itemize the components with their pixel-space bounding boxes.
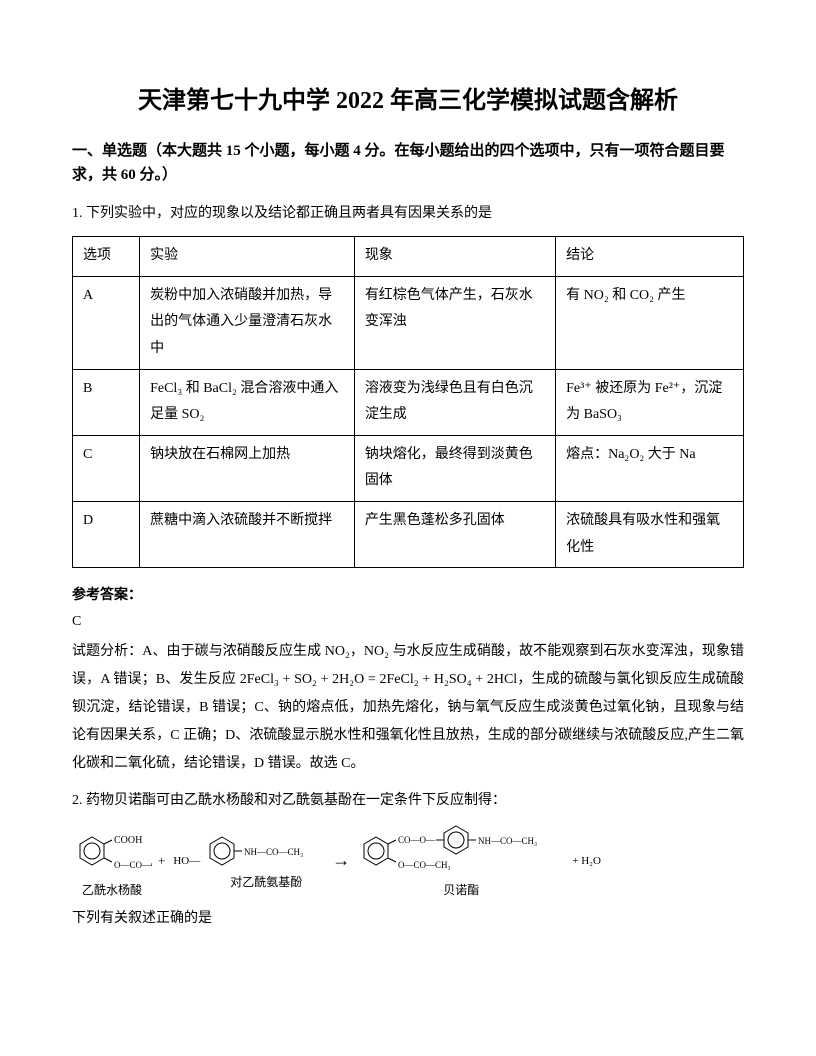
benzene-icon: COOH O—CO—CH₃ <box>72 823 152 879</box>
cell-opt: A <box>73 276 140 369</box>
svg-text:NH—CO—CH₃: NH—CO—CH₃ <box>478 836 537 846</box>
plus-operator: + <box>156 853 167 869</box>
q1-stem: 1. 下列实验中，对应的现象以及结论都正确且两者具有因果关系的是 <box>72 201 744 226</box>
svg-text:NH—CO—CH₃: NH—CO—CH₃ <box>244 847 303 857</box>
col-header: 选项 <box>73 237 140 277</box>
cell-conc: 浓硫酸具有吸水性和强氧化性 <box>556 501 744 567</box>
analysis-text: 试题分析：A、由于碳与浓硝酸反应生成 NO₂，NO₂ 与水反应生成硝酸，故不能观… <box>72 638 744 778</box>
cell-exp: 钠块放在石棉网上加热 <box>140 435 355 501</box>
cell-conc: Fe³⁺ 被还原为 Fe²⁺，沉淀为 BaSO₃ <box>556 369 744 435</box>
molecule-aspirin: COOH O—CO—CH₃ 乙酰水杨酸 <box>72 823 152 898</box>
table-row: B FeCl₃ 和 BaCl₂ 混合溶液中通入足量 SO₂ 溶液变为浅绿色且有白… <box>73 369 744 435</box>
cell-phen: 有红棕色气体产生，石灰水变浑浊 <box>354 276 555 369</box>
cell-exp: 蔗糖中滴入浓硫酸并不断搅拌 <box>140 501 355 567</box>
answer-label: 参考答案： <box>72 584 744 604</box>
table-row: C 钠块放在石棉网上加热 钠块熔化，最终得到淡黄色固体 熔点：Na₂O₂ 大于 … <box>73 435 744 501</box>
ho-prefix: HO— <box>171 855 202 867</box>
svg-text:O—CO—CH₃: O—CO—CH₃ <box>398 860 451 870</box>
cell-opt: C <box>73 435 140 501</box>
svg-text:O—CO—CH₃: O—CO—CH₃ <box>114 860 152 870</box>
mol-label: 对乙酰氨基酚 <box>230 873 302 890</box>
col-header: 现象 <box>354 237 555 277</box>
table-header-row: 选项 实验 现象 结论 <box>73 237 744 277</box>
q2-stem: 2. 药物贝诺酯可由乙酰水杨酸和对乙酰氨基酚在一定条件下反应制得： <box>72 788 744 813</box>
cell-exp: FeCl₃ 和 BaCl₂ 混合溶液中通入足量 SO₂ <box>140 369 355 435</box>
col-header: 实验 <box>140 237 355 277</box>
table-row: D 蔗糖中滴入浓硫酸并不断搅拌 产生黑色蓬松多孔固体 浓硫酸具有吸水性和强氧化性 <box>73 501 744 567</box>
col-header: 结论 <box>556 237 744 277</box>
svg-text:CO—O—: CO—O— <box>398 835 436 845</box>
molecule-benorilate: CO—O— O—CO—CH₃ NH—CO—CH₃ 贝诺酯 <box>356 823 566 898</box>
q2-final: 下列有关叙述正确的是 <box>72 906 744 931</box>
cell-opt: B <box>73 369 140 435</box>
reaction-scheme: COOH O—CO—CH₃ 乙酰水杨酸 + HO— NH—CO—CH₃ 对乙酰氨… <box>72 823 744 898</box>
benzene-icon: CO—O— O—CO—CH₃ NH—CO—CH₃ <box>356 823 566 879</box>
mol-label: 乙酰水杨酸 <box>82 881 142 898</box>
answer-letter: C <box>72 614 744 630</box>
q1-table: 选项 实验 现象 结论 A 炭粉中加入浓硝酸并加热，导出的气体通入少量澄清石灰水… <box>72 236 744 568</box>
cell-phen: 产生黑色蓬松多孔固体 <box>354 501 555 567</box>
molecule-paracetamol: NH—CO—CH₃ 对乙酰氨基酚 <box>206 831 326 890</box>
section-header: 一、单选题（本大题共 15 个小题，每小题 4 分。在每小题给出的四个选项中，只… <box>72 139 744 187</box>
cell-phen: 钠块熔化，最终得到淡黄色固体 <box>354 435 555 501</box>
page-title: 天津第七十九中学 2022 年高三化学模拟试题含解析 <box>72 80 744 115</box>
cell-opt: D <box>73 501 140 567</box>
svg-text:COOH: COOH <box>114 835 142 846</box>
cell-exp: 炭粉中加入浓硝酸并加热，导出的气体通入少量澄清石灰水中 <box>140 276 355 369</box>
cell-conc: 有 NO₂ 和 CO₂ 产生 <box>556 276 744 369</box>
arrow-operator: → <box>330 850 352 871</box>
table-row: A 炭粉中加入浓硝酸并加热，导出的气体通入少量澄清石灰水中 有红棕色气体产生，石… <box>73 276 744 369</box>
cell-conc: 熔点：Na₂O₂ 大于 Na <box>556 435 744 501</box>
benzene-icon: NH—CO—CH₃ <box>206 831 326 871</box>
mol-label: 贝诺酯 <box>443 881 479 898</box>
cell-phen: 溶液变为浅绿色且有白色沉淀生成 <box>354 369 555 435</box>
water-product: + H₂O <box>570 855 603 867</box>
